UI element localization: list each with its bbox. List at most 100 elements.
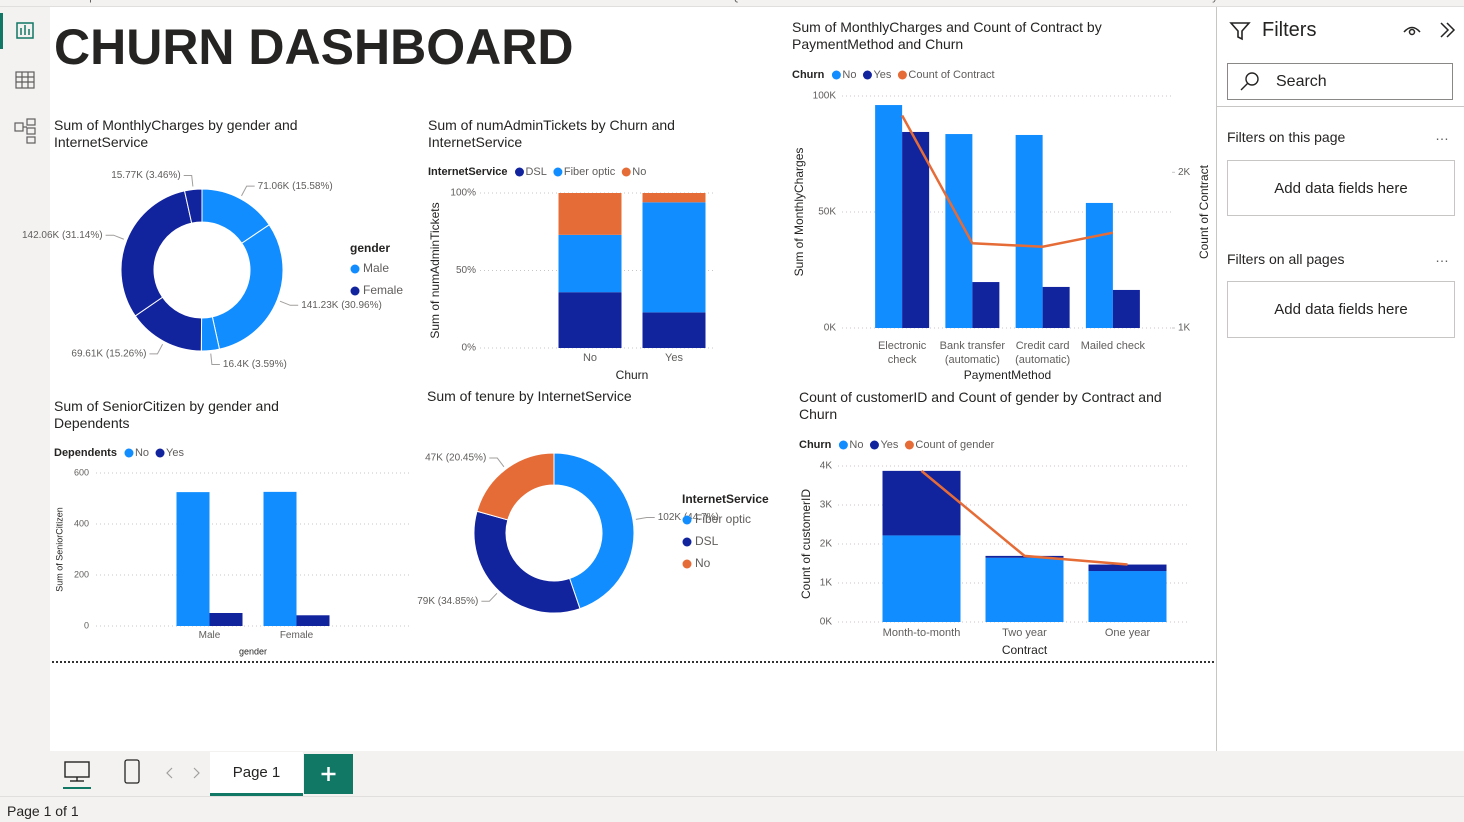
y-tick-label: 100% <box>450 188 476 199</box>
more-options[interactable]: … <box>1435 127 1450 143</box>
x-axis-title: gender <box>239 646 267 656</box>
leader-line <box>105 234 125 240</box>
model-view-icon[interactable] <box>14 118 36 144</box>
x-tick-label: Female <box>279 630 314 641</box>
data-label: 141.23K (30.96%) <box>301 300 382 311</box>
x-axis-title: PaymentMethod <box>964 368 1051 382</box>
bar <box>985 557 1064 622</box>
x-tick-label-box: One year <box>1105 627 1150 639</box>
x-tick-label-box: Mailed check <box>1081 340 1145 352</box>
y-tick-label: 50K <box>818 207 836 218</box>
divider <box>1217 106 1464 107</box>
leader-line <box>210 353 220 365</box>
x-tick-label: Electronic check <box>877 340 927 366</box>
legend-label: Fiber optic <box>564 166 616 178</box>
x-tick-label-box: Credit card (automatic) <box>1015 340 1071 366</box>
y-axis-title: Count of customerID <box>799 489 813 599</box>
x-tick-label-box: Month-to-month <box>882 627 961 639</box>
ribbon: Clipboard Data Queries Insert Calculatio… <box>0 0 1464 7</box>
y-tick-label: 4K <box>820 461 833 472</box>
add-page-button[interactable] <box>304 754 353 794</box>
legend-marker <box>862 70 872 80</box>
legend-marker <box>831 70 841 80</box>
chart-title: Sum of numAdminTickets by Churn and Inte… <box>428 117 675 150</box>
visibility-toggle[interactable] <box>1401 21 1423 39</box>
data-label: 69.61K (15.26%) <box>71 349 146 360</box>
x-axis-title: Contract <box>1002 643 1048 657</box>
legend-marker <box>897 70 907 80</box>
more-options[interactable]: … <box>1435 249 1450 265</box>
bar <box>642 312 706 348</box>
legend-title: Dependents <box>54 447 117 459</box>
x-tick-label: Bank transfer (automatic) <box>939 340 1006 366</box>
data-label: 15.77K (3.46%) <box>111 170 181 181</box>
y-tick-label: 3K <box>820 500 833 511</box>
legend-label: Yes <box>166 447 184 459</box>
legend-marker <box>350 264 360 274</box>
x-tick-label: Credit card (automatic) <box>1015 340 1071 366</box>
search-box[interactable]: Search <box>1227 63 1453 100</box>
y2-tick-label: 1K <box>1178 323 1191 334</box>
legend-label: DSL <box>525 166 546 178</box>
drop-zone[interactable]: Add data fields here <box>1227 160 1455 216</box>
legend-label: No <box>135 447 149 459</box>
bar <box>1088 564 1167 572</box>
y-axis-title: Sum of MonthlyCharges <box>792 148 806 277</box>
x-tick-label-box: Male <box>199 630 221 641</box>
donut-slice <box>476 452 555 521</box>
bar <box>296 615 330 626</box>
x-tick-label: Month-to-month <box>882 627 961 639</box>
legend-marker <box>621 167 631 177</box>
legend-title: Churn <box>792 69 825 81</box>
line-series <box>920 469 1128 566</box>
chart-title-box: Sum of numAdminTickets by Churn and Inte… <box>428 117 675 150</box>
legend-marker <box>514 167 524 177</box>
ribbon-group: Clipboard <box>76 0 123 3</box>
mobile-layout-icon[interactable] <box>122 759 142 785</box>
desktop-layout-icon[interactable] <box>60 759 94 789</box>
leader-line <box>635 517 655 520</box>
y-tick-label: 0% <box>462 343 477 354</box>
chart-title-box: Sum of MonthlyCharges and Count of Contr… <box>792 19 1102 52</box>
legend-title: Churn <box>799 439 832 451</box>
ribbon-group: Queries <box>731 0 770 3</box>
x-tick-label-box: Yes <box>665 352 683 364</box>
table-view-icon[interactable] <box>15 71 35 89</box>
legend-label: No <box>842 69 856 81</box>
legend-label: Yes <box>880 439 898 451</box>
bar <box>558 193 622 235</box>
ribbon-group: Data <box>427 0 450 3</box>
report-view-icon[interactable] <box>16 22 34 39</box>
leader-line <box>481 592 498 602</box>
status-bar: Page 1 of 1 <box>0 796 1464 822</box>
chart-title: Count of customerID and Count of gender … <box>799 389 1162 422</box>
x-tick-label-box: No <box>583 352 597 364</box>
bar <box>1085 202 1113 328</box>
legend-label: No <box>632 166 646 178</box>
page-tab[interactable]: Page 1 <box>210 752 303 796</box>
chart-title-box: Sum of SeniorCitizen by gender and Depen… <box>54 398 279 431</box>
line-series <box>901 114 1114 248</box>
donut-slice <box>211 224 284 350</box>
x-tick-label-box: Bank transfer (automatic) <box>939 340 1006 366</box>
chart-title: Sum of MonthlyCharges and Count of Contr… <box>792 19 1102 52</box>
ribbon-group: Calculations <box>1047 0 1107 3</box>
filters-title: Filters <box>1262 19 1317 41</box>
donut-slice <box>120 190 193 317</box>
x-axis-title: Churn <box>616 368 649 382</box>
collapse-pane[interactable] <box>1437 20 1457 40</box>
data-label: 142.06K (31.14%) <box>22 230 103 241</box>
x-tick-label-box: Two year <box>1002 627 1047 639</box>
bar <box>176 492 210 626</box>
section-title: Filters on this page <box>1227 129 1346 145</box>
drop-zone[interactable]: Add data fields here <box>1227 281 1455 338</box>
tab-scroll[interactable] <box>163 766 203 780</box>
legend-marker <box>869 440 879 450</box>
bar <box>1015 134 1043 328</box>
y-tick-label: 0 <box>84 620 89 630</box>
ribbon-group: Insert <box>899 0 927 3</box>
legend-label: Count of Contract <box>908 69 994 81</box>
bar <box>875 105 903 328</box>
